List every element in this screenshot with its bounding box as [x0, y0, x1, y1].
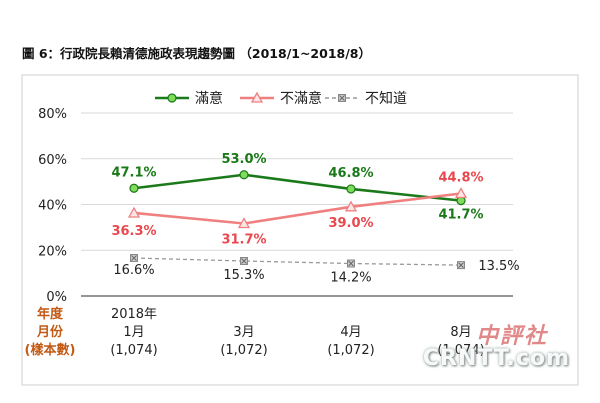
- y-tick-label: 80%: [38, 107, 67, 122]
- data-label: 44.8%: [438, 171, 483, 186]
- data-point-cross: [348, 260, 354, 267]
- data-point: [129, 183, 139, 193]
- x-tick-month: 1月: [123, 325, 144, 340]
- data-point: [344, 200, 358, 212]
- data-label: 39.0%: [328, 216, 373, 231]
- data-label: 31.7%: [221, 232, 266, 247]
- data-point: [346, 184, 356, 194]
- data-label: 46.8%: [328, 166, 373, 181]
- data-label: 36.3%: [111, 224, 156, 239]
- series-line-1: [133, 173, 462, 202]
- x-tick-month: 4月: [340, 325, 361, 340]
- x-tick-month: 3月: [233, 325, 254, 340]
- y-tick-label: 40%: [38, 199, 67, 214]
- watermark-site-logo: CRNTT.com: [423, 346, 570, 371]
- row-header-label: 月份: [36, 324, 64, 340]
- legend-label-2: 不滿意: [280, 90, 322, 107]
- y-tick-label: 60%: [38, 153, 67, 168]
- watermark-brand-logo: 中評社: [476, 318, 548, 350]
- x-tick-sample: (1,072): [327, 343, 374, 358]
- series-line-3: [133, 257, 462, 266]
- y-tick-label: 0%: [46, 290, 67, 305]
- legend-label-3: 不知道: [365, 90, 407, 107]
- chart-frame: [21, 74, 579, 386]
- data-point-cross: [131, 255, 137, 261]
- chart-title: 圖 6：行政院長賴清德施政表現趨勢圖 （2018/1~2018/8）: [22, 46, 371, 61]
- data-point: [127, 206, 141, 218]
- y-tick-label: 20%: [38, 244, 67, 259]
- watermark-site-text: CRNTT.com: [422, 346, 570, 371]
- data-label: 47.1%: [111, 165, 156, 180]
- row-header-label: 年度: [37, 306, 64, 322]
- legend-label-1: 滿意: [195, 90, 223, 107]
- legend-marker-3-cross: [339, 95, 345, 101]
- watermark-brand-text: 中評社: [475, 323, 548, 349]
- data-point: [454, 187, 468, 199]
- data-label: 13.5%: [478, 259, 519, 274]
- data-point-cross: [241, 258, 247, 264]
- data-point: [239, 170, 249, 180]
- data-label: 53.0%: [221, 152, 266, 167]
- legend-marker-2: [250, 91, 264, 103]
- x-tick-sample: (1,074): [110, 343, 157, 358]
- data-label: 41.7%: [438, 208, 483, 223]
- data-label: 14.2%: [330, 271, 371, 286]
- data-point: [237, 217, 251, 229]
- data-point-cross: [458, 262, 464, 268]
- row-header-label: (樣本數): [25, 342, 76, 358]
- legend-marker-1: [167, 93, 177, 103]
- x-tick-month: 8月: [450, 325, 471, 340]
- x-tick-sample: (1,074): [437, 343, 484, 358]
- x-tick-year: 2018年: [111, 307, 157, 322]
- x-tick-sample: (1,072): [220, 343, 267, 358]
- series-line-2: [133, 192, 462, 225]
- data-label: 15.3%: [223, 268, 264, 283]
- data-label: 16.6%: [113, 263, 154, 278]
